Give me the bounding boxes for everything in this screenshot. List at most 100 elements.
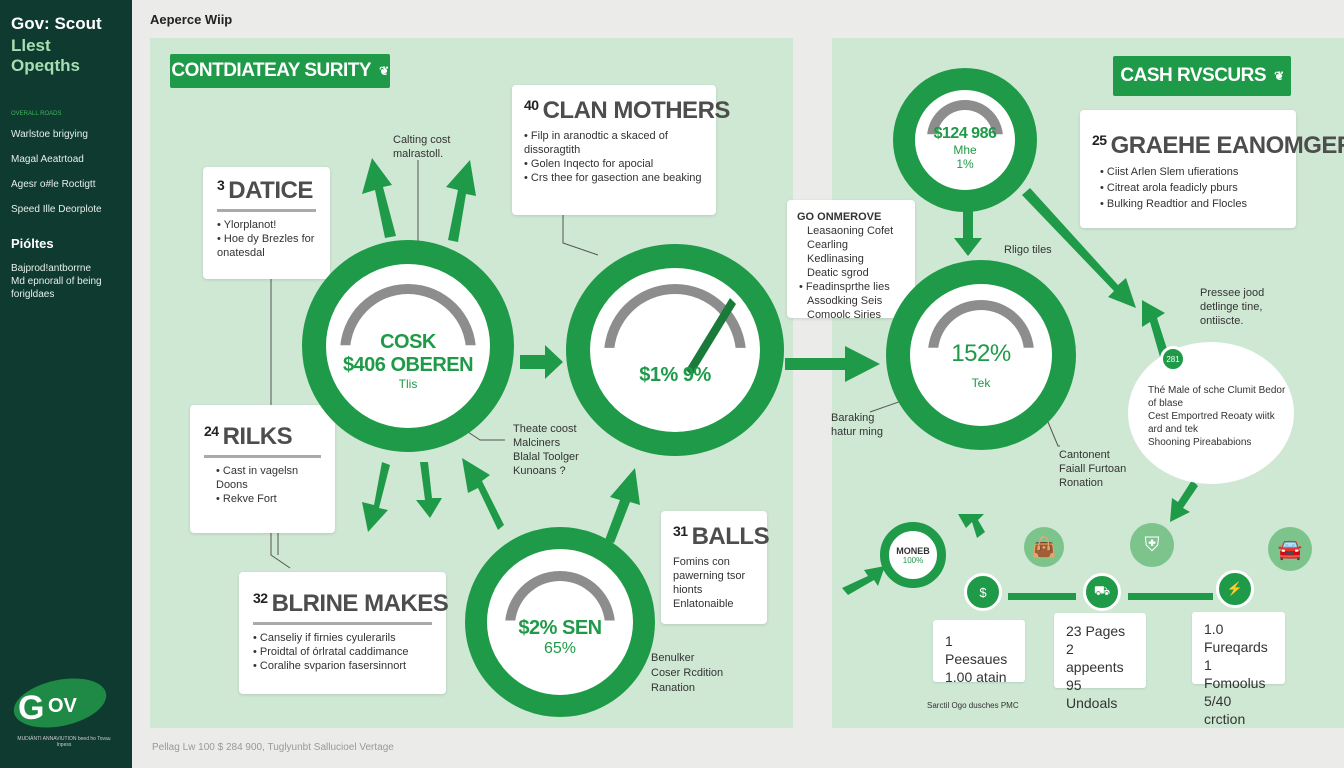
gauge-value: $2% SEN xyxy=(518,616,602,639)
stat-line: 1 Peesaues xyxy=(945,633,1008,667)
timeline-connector xyxy=(1128,593,1213,600)
card-line: Enlatonaible xyxy=(673,598,734,610)
note-line: Baraking xyxy=(831,412,875,424)
card-number: 31 xyxy=(673,523,688,539)
stat-line: 23 Pages xyxy=(1066,623,1126,639)
gauge-label: Mhe xyxy=(953,143,977,157)
card-bullet: Coralihe svparion fasersinnort xyxy=(253,659,432,673)
card-title: GRAEHE EANOMGER xyxy=(1110,132,1344,159)
lightning-check-icon[interactable]: ⚡ xyxy=(1216,570,1254,608)
svg-text:OV: OV xyxy=(48,695,78,717)
bag-icon: 👜 xyxy=(1024,527,1064,567)
note-cantonent: Cantonent Faiall Furtoan Ronation xyxy=(1059,448,1126,490)
gauge-value: $406 OBEREN xyxy=(342,354,474,376)
gauge-sen: $2% SEN 65% xyxy=(465,527,655,717)
note-bottom: Benulker Coser Rcdition Ranation xyxy=(651,651,723,696)
shield-gate-icon: ⛨ xyxy=(1130,523,1174,567)
profiles-text-line: Md epnorall of being xyxy=(11,276,102,287)
card-bullet: Filp in aranodtic a skaced of dissoragti… xyxy=(524,129,704,157)
card-bullet: Hoe dy Brezles for onatesdal xyxy=(217,232,316,260)
card-line: hionts xyxy=(673,584,703,596)
card-bullet: Crs thee for gasection ane beaking xyxy=(524,171,704,185)
note-line: Kunoans ? xyxy=(513,465,566,477)
car-icon: 🚘 xyxy=(1268,527,1312,571)
card-line: pawerning tsor xyxy=(673,570,746,582)
stat-line: 2 appeents xyxy=(1066,641,1124,675)
stat-line: 1.00 atain xyxy=(945,669,1007,685)
card-bullet: Citreat arola feadicly pburs xyxy=(1100,180,1284,196)
card-line: Assodking Seis xyxy=(807,295,883,307)
sidebar-item[interactable]: Magal Aeatrtoad xyxy=(11,154,84,165)
gauge-money: MONEB 100% xyxy=(880,522,946,588)
cloud-callout: 281 Thé Male of sche Clumit Bedor of bla… xyxy=(1128,342,1294,484)
money-tree-icon[interactable]: $ xyxy=(964,573,1002,611)
note-top: Calting cost malrastoll. xyxy=(393,133,450,161)
right-banner: CASH RVSCURS ❦ xyxy=(1113,56,1291,96)
note-line: Pressee jood xyxy=(1200,287,1265,299)
note-line: Ronation xyxy=(1059,477,1104,489)
gauge-label: COSK xyxy=(380,331,436,353)
sidebar-item[interactable]: Agesr o#le Roctigtt xyxy=(11,179,96,190)
note-line: ontiiscte. xyxy=(1200,315,1244,327)
info-card-go-onmerove: GO ONMEROVE Leasaoning Cofet Cearling Ke… xyxy=(787,200,915,321)
gauge-sub: 65% xyxy=(543,639,577,657)
note-line: Calting cost xyxy=(393,134,451,146)
gauge-sub: Tek xyxy=(971,376,991,390)
card-line: Cearling Kedlinasing xyxy=(807,239,864,265)
gauge-sub: 100% xyxy=(902,555,924,565)
card-title: CLAN MOTHERS xyxy=(542,97,731,124)
card-number: 40 xyxy=(524,97,539,113)
profiles-heading: Pióltes xyxy=(11,236,54,251)
sidebar-item[interactable]: Speed Ille Deorplote xyxy=(11,204,102,215)
cloud-bullet: Shooning Pireababions xyxy=(1148,437,1252,448)
note-line: malrastoll. xyxy=(393,148,444,160)
stat-line: 95 Undoals xyxy=(1066,677,1118,711)
divider xyxy=(253,622,432,625)
left-banner: CONTDIATEAY SURITY ❦ xyxy=(170,54,390,88)
note-baraking: Baraking hatur ming xyxy=(831,411,883,439)
brand-line-2: Llest xyxy=(11,36,51,55)
card-line: Comoolc Siries xyxy=(807,309,881,321)
note-line: Malciners xyxy=(513,437,561,449)
leaf-badge-icon: ❦ xyxy=(1274,69,1284,83)
card-bullet: Proidtal of órlratal caddimance xyxy=(253,645,432,659)
card-number: 24 xyxy=(204,423,219,439)
gauge-value: $124 986 xyxy=(933,125,997,142)
note-line: Blalal Toolger xyxy=(513,451,579,463)
card-bullet: Rekve Fort xyxy=(216,492,321,506)
note-line: detlinge tine, xyxy=(1200,301,1263,313)
right-banner-label: CASH RVSCURS xyxy=(1120,65,1267,86)
gauge-sub: Tlis xyxy=(398,377,418,391)
svg-text:G: G xyxy=(18,689,44,727)
card-bullet: Ylorplanot! xyxy=(217,218,316,232)
card-bullet: Ciist Arlen Slem ufierations xyxy=(1100,164,1284,180)
gauge-sub: 1% xyxy=(956,157,974,171)
sidebar: Gov: Scout Llest Opeqths OVERALL ROADS W… xyxy=(0,0,132,768)
credit-note: Sarctil Ogo dusches PMC xyxy=(927,701,1019,710)
profiles-text-line: Bajprod!antborrne xyxy=(11,263,92,274)
cloud-badge: 281 xyxy=(1160,346,1186,372)
sidebar-item[interactable]: Warlstoe brigying xyxy=(11,129,88,140)
leaf-badge-icon: ❦ xyxy=(379,64,389,78)
gauge-value: $1% 9% xyxy=(639,363,711,386)
truck-icon[interactable]: ⛟ xyxy=(1083,573,1121,611)
gauge-cash: $124 986 Mhe 1% xyxy=(893,68,1037,212)
note-line: Ranation xyxy=(651,682,696,694)
timeline-stat: 23 Pages 2 appeents 95 Undoals xyxy=(1054,613,1146,711)
card-bullet: Golen Inqecto for apocial xyxy=(524,157,704,171)
profiles-text: Bajprod!antborrne Md epnorall of being f… xyxy=(11,262,102,301)
card-bullet: Cast in vagelsn Doons xyxy=(216,464,321,492)
note-line: Faiall Furtoan xyxy=(1059,463,1127,475)
left-banner-label: CONTDIATEAY SURITY xyxy=(171,60,372,81)
profiles-text-line: forigldaes xyxy=(11,289,55,300)
gauge-152: 152% Tek xyxy=(886,260,1076,450)
card-title: GO ONMEROVE xyxy=(797,211,882,223)
card-title: BALLS xyxy=(691,523,770,550)
timeline-stat: 1 Peesaues 1.00 atain xyxy=(933,620,1025,685)
gauge-label: MONEB xyxy=(896,545,930,556)
gauge-center: $1% 9% xyxy=(566,244,784,456)
